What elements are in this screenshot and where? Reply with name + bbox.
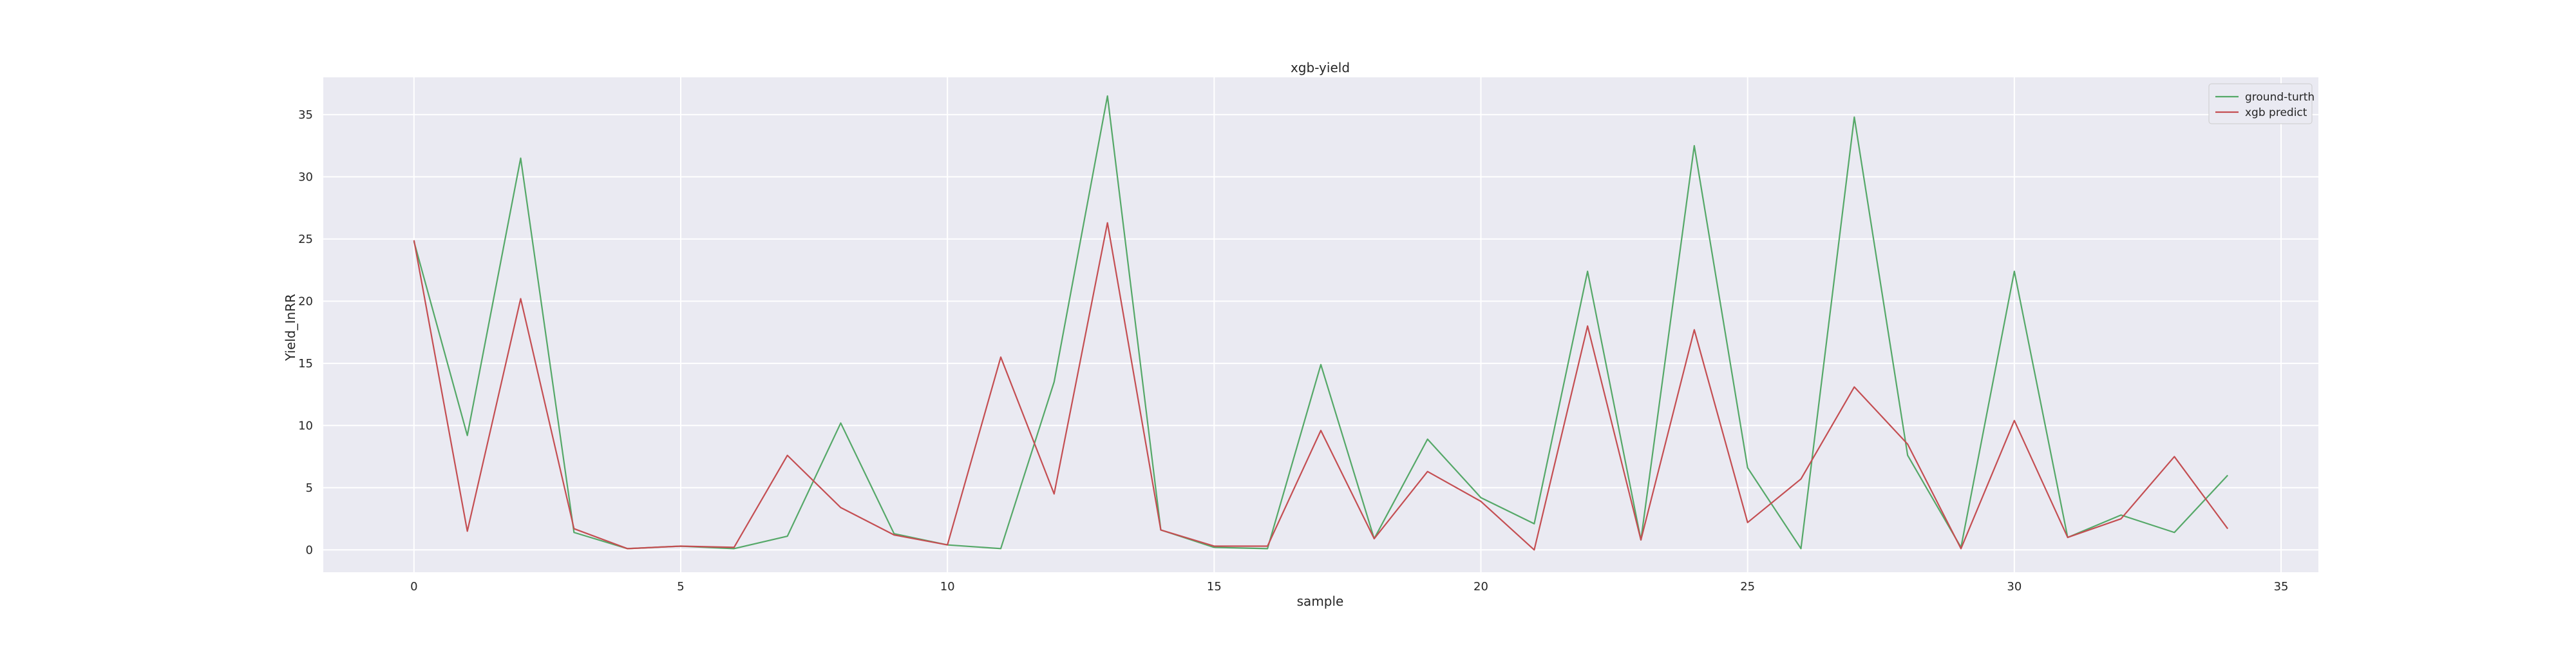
series-line-xgb-predict: [413, 222, 2229, 551]
y-tick-label: 20: [298, 295, 313, 308]
y-axis-label: Yield_InRR: [283, 294, 298, 362]
legend: ground-turth xgb predict: [2208, 83, 2315, 124]
y-tick-label: 35: [298, 108, 313, 122]
y-tick-label: 30: [298, 170, 313, 184]
x-tick-label: 5: [677, 580, 684, 594]
x-tick-label: 10: [940, 580, 955, 594]
legend-label: xgb predict: [2245, 106, 2307, 119]
y-tick-label: 25: [298, 233, 313, 246]
x-axis-label: sample: [1297, 594, 1344, 609]
y-axis-ticks: 0 5 10 15 20 25 30 35: [298, 108, 313, 557]
series-lines: [413, 95, 2229, 551]
y-tick-label: 10: [298, 419, 313, 432]
chart-title: xgb-yield: [1291, 60, 1350, 75]
x-tick-label: 0: [410, 580, 417, 594]
x-axis-ticks: 0 5 10 15 20 25 30 35: [410, 580, 2288, 594]
x-tick-label: 30: [2007, 580, 2022, 594]
plot-area: [323, 77, 2318, 572]
y-tick-label: 5: [306, 481, 313, 495]
legend-box: [2208, 83, 2313, 124]
x-tick-label: 20: [1473, 580, 1488, 594]
legend-label: ground-turth: [2245, 91, 2315, 104]
x-tick-label: 25: [1740, 580, 1755, 594]
y-tick-label: 15: [298, 357, 313, 371]
x-tick-label: 35: [2274, 580, 2289, 594]
series-line-ground-turth: [413, 95, 2228, 550]
y-tick-label: 0: [306, 543, 313, 557]
x-tick-label: 15: [1207, 580, 1222, 594]
